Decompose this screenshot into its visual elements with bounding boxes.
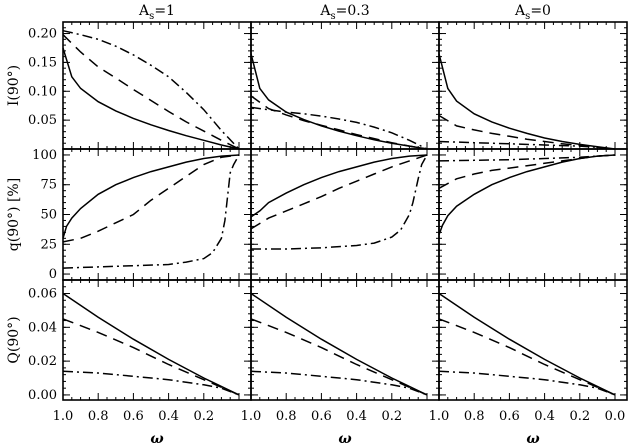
- series-dash-r2-c2: [438, 318, 616, 396]
- series-dash-r2-c1: [250, 318, 428, 396]
- column-title-2: As=0: [514, 3, 551, 22]
- series-solid-r0-c1: [250, 53, 428, 150]
- x-axis-title-c2: ω: [526, 431, 540, 447]
- series-solid-r2-c1: [250, 292, 428, 396]
- x-tick-label-c1-0: 1.0: [241, 409, 262, 424]
- panel-r2-c0: [62, 279, 252, 401]
- x-tick-label-c1-4: 0.2: [381, 409, 402, 424]
- x-tick-label-c0-3: 0.4: [158, 409, 179, 424]
- panel-frame: [62, 148, 252, 281]
- panel-r0-c1: [250, 21, 440, 150]
- series-dashdot-r0-c1: [250, 106, 428, 150]
- x-tick-label-c0-4: 0.2: [193, 409, 214, 424]
- series-solid-r1-c2: [438, 154, 616, 235]
- series-dashdot-r1-c2: [438, 154, 616, 162]
- x-axis-title-c1: ω: [338, 431, 352, 447]
- x-tick-label-c2-5: 0.0: [605, 409, 626, 424]
- series-dash-r1-c0: [62, 154, 240, 243]
- y-tick-label-1-3: 75: [40, 178, 57, 193]
- x-tick-label-c0-2: 0.6: [123, 409, 144, 424]
- series-solid-r2-c2: [438, 292, 616, 396]
- series-dashdot-r0-c0: [62, 29, 240, 150]
- y-tick-label-1-2: 50: [40, 208, 57, 223]
- series-dash-r1-c1: [250, 154, 428, 230]
- series-dashdot-r2-c0: [62, 370, 240, 396]
- panel-frame: [438, 148, 628, 281]
- panel-frame: [438, 279, 628, 401]
- panel-r1-c2: [438, 148, 628, 281]
- series-solid-r2-c0: [62, 292, 240, 396]
- series-solid-r1-c0: [62, 154, 240, 239]
- y-tick-label-2-1: 0.02: [28, 354, 57, 369]
- y-axis-title-0: I(90°): [6, 65, 22, 106]
- series-dashdot-r0-c2: [438, 140, 616, 150]
- panel-r1-c0: [62, 148, 252, 281]
- y-tick-label-1-0: 0: [49, 267, 57, 282]
- series-dashdot-r1-c1: [251, 154, 428, 250]
- y-axis-title-2: Q(90°): [6, 316, 22, 363]
- series-dashdot-r2-c1: [250, 370, 428, 396]
- series-solid-r0-c0: [62, 47, 240, 150]
- x-tick-label-c1-3: 0.4: [346, 409, 367, 424]
- panel-r2-c1: [250, 279, 440, 401]
- x-tick-label-c2-0: 1.0: [429, 409, 450, 424]
- panel-frame: [250, 148, 440, 281]
- series-solid-r0-c2: [438, 53, 616, 150]
- x-tick-label-c0-1: 0.8: [88, 409, 109, 424]
- y-axis-title-1: q(90°) [%]: [6, 178, 22, 251]
- panel-frame: [62, 21, 252, 150]
- y-tick-label-1-1: 25: [40, 237, 57, 252]
- series-dashdot-r1-c0: [62, 154, 240, 269]
- series-dash-r1-c2: [438, 154, 616, 189]
- panel-r0-c2: [438, 21, 628, 150]
- column-title-0: As=1: [138, 3, 175, 22]
- x-tick-label-c2-2: 0.6: [499, 409, 520, 424]
- x-tick-label-c1-1: 0.8: [276, 409, 297, 424]
- x-tick-label-c2-1: 0.8: [464, 409, 485, 424]
- x-axis-title-c0: ω: [150, 431, 164, 447]
- x-tick-label-c2-4: 0.2: [569, 409, 590, 424]
- y-tick-label-0-2: 0.15: [28, 55, 57, 70]
- y-tick-label-2-2: 0.04: [28, 320, 57, 335]
- panel-r0-c0: [62, 21, 252, 150]
- y-tick-label-0-1: 0.10: [28, 84, 57, 99]
- panel-frame: [250, 21, 440, 150]
- series-dash-r2-c0: [62, 318, 240, 396]
- y-tick-label-2-0: 0.00: [28, 388, 57, 403]
- panel-frame: [250, 279, 440, 401]
- panel-r2-c2: [438, 279, 628, 401]
- panel-frame: [438, 21, 628, 150]
- series-dashdot-r2-c2: [438, 370, 616, 396]
- y-tick-label-0-0: 0.05: [28, 113, 57, 128]
- x-tick-label-c1-2: 0.6: [311, 409, 332, 424]
- column-title-1: As=0.3: [319, 3, 369, 22]
- panel-r1-c1: [250, 148, 440, 281]
- y-tick-label-1-4: 100: [32, 148, 57, 163]
- series-dash-r0-c0: [62, 34, 240, 150]
- y-tick-label-2-3: 0.06: [28, 287, 57, 302]
- series-dash-r0-c1: [250, 95, 428, 150]
- series-solid-r1-c1: [250, 154, 428, 218]
- x-tick-label-c0-0: 1.0: [53, 409, 74, 424]
- x-tick-label-c2-3: 0.4: [534, 409, 555, 424]
- y-tick-label-0-3: 0.20: [28, 27, 57, 42]
- panel-frame: [62, 279, 252, 401]
